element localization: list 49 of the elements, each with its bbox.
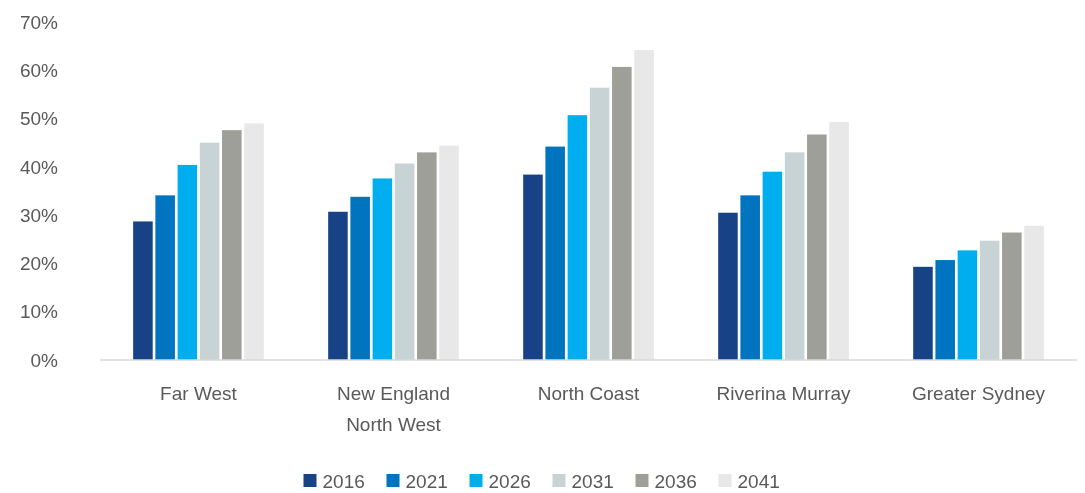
bar: [545, 146, 565, 360]
y-tick-label: 70%: [19, 11, 59, 33]
bar: [155, 195, 175, 360]
bar: [244, 123, 264, 360]
bar: [199, 142, 220, 360]
bar: [1002, 232, 1022, 360]
y-tick-label: 40%: [19, 156, 59, 178]
y-tick-label: 30%: [19, 204, 59, 226]
bar: [133, 221, 153, 360]
bar: [439, 145, 459, 360]
bar: [567, 115, 588, 360]
bar: [979, 240, 1000, 360]
x-tick-label: Far West: [160, 383, 238, 404]
bar: [523, 174, 543, 360]
legend-label: 2031: [571, 470, 614, 492]
bar: [913, 266, 933, 360]
x-tick-label: New England North West: [336, 383, 451, 435]
legend-label: 2021: [405, 470, 448, 492]
bar: [394, 163, 415, 360]
bar: [589, 87, 610, 360]
bar: [177, 164, 198, 360]
bar: [1024, 225, 1044, 360]
bar: [829, 121, 849, 360]
x-tick-label: North Coast: [537, 383, 640, 404]
bar: [957, 250, 978, 360]
bar: [612, 66, 632, 360]
y-tick-label: 20%: [19, 253, 59, 275]
bar: [372, 178, 393, 360]
x-tick-label: Greater Sydney: [911, 383, 1046, 404]
bar: [807, 134, 827, 360]
y-tick-label: 60%: [19, 59, 59, 81]
bar: [935, 260, 955, 360]
legend-label: 2041: [737, 470, 780, 492]
bar: [417, 152, 437, 360]
legend-label: 2016: [322, 470, 365, 492]
y-tick-label: 50%: [19, 108, 59, 130]
bar: [740, 195, 760, 360]
bar: [784, 152, 805, 360]
y-tick-label: 0%: [30, 349, 59, 371]
legend-label: 2036: [654, 470, 697, 492]
bar: [328, 211, 348, 360]
bar: [634, 50, 654, 360]
legend-label: 2026: [488, 470, 531, 492]
x-tick-label: Riverina Murray: [716, 383, 852, 404]
bar: [718, 212, 738, 360]
y-tick-label: 10%: [19, 301, 59, 323]
bar: [222, 130, 242, 360]
bar: [762, 171, 783, 360]
bar: [350, 196, 370, 360]
